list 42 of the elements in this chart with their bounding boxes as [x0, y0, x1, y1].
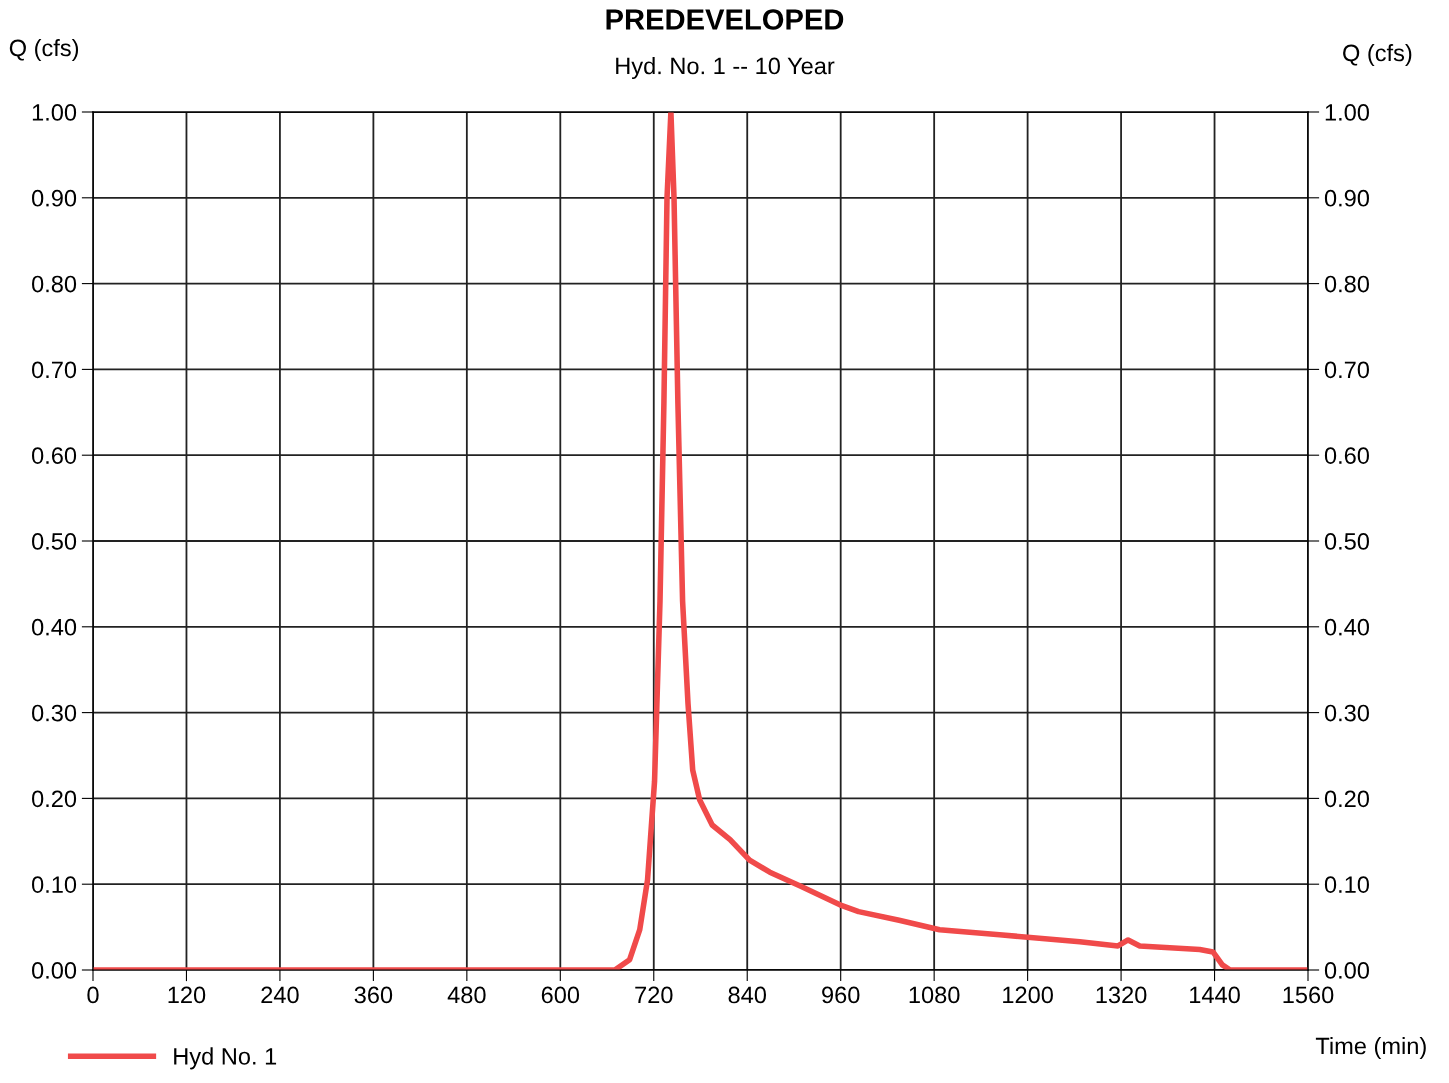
y2-tick-label: 0.50	[1324, 533, 1369, 550]
y-tick-label: 0.40	[32, 618, 77, 636]
x-tick-label: 360	[354, 986, 393, 1004]
x-axis-title: Time (min)	[1315, 1036, 1426, 1059]
x-tick-label: 960	[822, 986, 860, 1004]
y2-tick-label: 0.90	[1324, 189, 1369, 207]
x-tick-label: 480	[447, 986, 486, 1004]
y2-tick-label: 0.70	[1324, 361, 1369, 379]
y2-tick-label: 0.20	[1324, 790, 1369, 808]
y-tick-label: 0.10	[32, 876, 77, 893]
x-tick-label: 0	[87, 986, 99, 1004]
y-tick-label: 0.70	[32, 361, 77, 379]
chart-subtitle: Hyd. No. 1 -- 10 Year	[616, 57, 835, 79]
y2-tick-label: 0.40	[1324, 618, 1369, 636]
y-tick-label: 0.90	[32, 189, 77, 207]
y-tick-label: 0.30	[32, 704, 77, 722]
y-tick-label: 0.80	[32, 275, 77, 293]
x-tick-label: 1440	[1190, 986, 1240, 1004]
x-tick-label: 1200	[1003, 986, 1053, 1004]
y2-tick-label: 0.00	[1324, 962, 1369, 979]
legend-label: Hyd No. 1	[174, 1047, 277, 1070]
y-tick-label: 0.00	[32, 962, 77, 979]
y-tick-label: 0.20	[32, 790, 77, 808]
y2-axis-title: Q (cfs)	[1343, 44, 1412, 66]
x-tick-label: 120	[168, 986, 206, 1004]
x-tick-label: 1080	[909, 986, 960, 1004]
x-tick-label: 1560	[1283, 986, 1334, 1004]
y2-tick-label: 1.00	[1325, 104, 1369, 121]
x-tick-label: 600	[541, 986, 580, 1004]
chart-title: PREDEVELOPED	[606, 9, 844, 30]
y-tick-label: 0.50	[32, 533, 77, 550]
y2-tick-label: 0.60	[1324, 447, 1369, 464]
x-tick-label: 840	[728, 986, 767, 1004]
y2-tick-label: 0.10	[1324, 876, 1369, 893]
x-tick-label: 1320	[1096, 986, 1147, 1004]
x-tick-label: 240	[261, 986, 299, 1004]
y2-tick-label: 0.80	[1324, 275, 1369, 293]
x-tick-label: 720	[635, 986, 673, 1004]
y-tick-label: 1.00	[32, 104, 77, 121]
y2-tick-label: 0.30	[1324, 704, 1369, 722]
y-axis-title: Q (cfs)	[9, 39, 79, 61]
y-tick-label: 0.60	[32, 447, 77, 464]
